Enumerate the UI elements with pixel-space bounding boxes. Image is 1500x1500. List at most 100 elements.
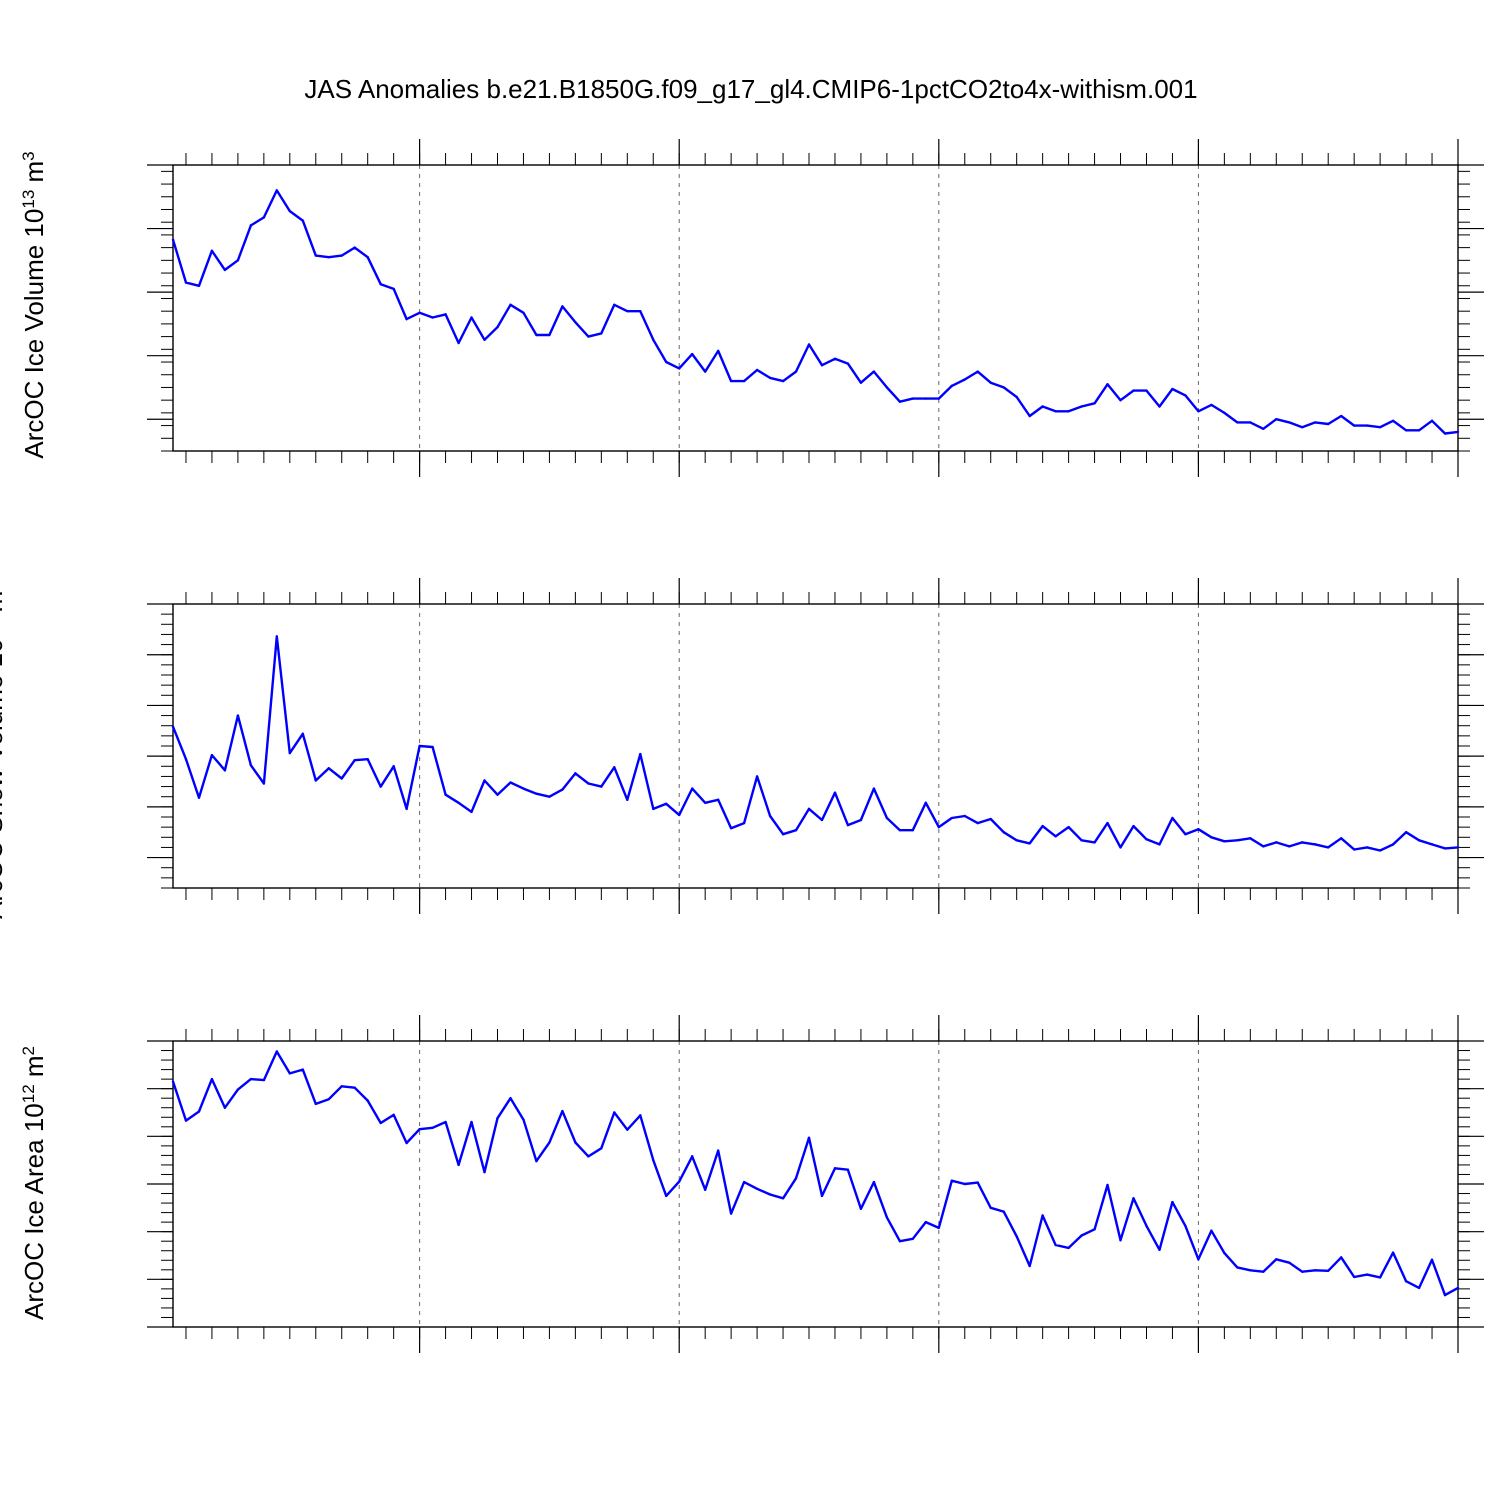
data-point	[379, 282, 382, 286]
data-point	[626, 798, 629, 801]
data-point	[171, 725, 175, 728]
data-point	[1301, 1270, 1304, 1273]
data-point	[249, 1077, 253, 1081]
data-point	[626, 309, 629, 313]
data-point	[301, 732, 304, 736]
y-axis-label-text: m	[19, 1055, 49, 1084]
data-point	[1417, 1286, 1421, 1290]
data-point	[1404, 831, 1408, 834]
data-point	[911, 828, 915, 832]
data-point	[1443, 1293, 1447, 1297]
data-point	[989, 1206, 992, 1210]
y-axis-label-text: m	[19, 161, 49, 190]
data-point	[716, 798, 720, 801]
data-point	[626, 1128, 629, 1131]
data-point	[379, 785, 382, 788]
data-point	[1378, 1276, 1382, 1279]
y-axis-label-exponent: 12	[19, 1084, 38, 1103]
data-point	[768, 1193, 772, 1196]
data-point	[1314, 1269, 1317, 1272]
data-point	[1184, 394, 1187, 397]
data-point	[1301, 425, 1304, 429]
data-point	[184, 1119, 188, 1122]
data-point	[444, 793, 447, 796]
data-point	[1015, 395, 1018, 399]
data-point	[1417, 839, 1421, 842]
data-point	[1015, 1235, 1018, 1238]
data-point	[755, 368, 759, 372]
y-axis-label-text: ArcOC Ice Area 10	[19, 1103, 49, 1320]
data-point	[561, 305, 564, 308]
data-point	[249, 224, 253, 227]
data-point	[1314, 421, 1317, 424]
data-point	[392, 1113, 395, 1117]
data-point	[950, 384, 953, 388]
data-point	[509, 1097, 512, 1100]
data-point	[1093, 1228, 1096, 1231]
data-point	[1145, 389, 1148, 392]
data-point	[1262, 845, 1265, 848]
data-point	[1223, 1251, 1226, 1255]
data-point	[327, 255, 330, 259]
data-point	[184, 281, 188, 284]
y-axis-label-text: ArcOC Ice Volume 10	[19, 209, 49, 459]
data-point	[729, 1212, 733, 1215]
data-point	[1041, 405, 1044, 408]
data-point	[587, 782, 590, 785]
data-point	[392, 765, 395, 768]
data-point	[1443, 432, 1447, 435]
data-point	[781, 379, 785, 383]
data-point	[418, 1127, 421, 1131]
data-point	[1028, 1264, 1031, 1268]
data-point	[340, 254, 343, 257]
data-point	[1171, 387, 1174, 391]
data-point	[288, 209, 292, 213]
data-point	[496, 325, 499, 329]
data-point	[937, 825, 941, 829]
data-point	[1378, 849, 1382, 852]
data-point	[587, 335, 590, 338]
data-point	[340, 1085, 343, 1088]
data-point	[639, 1114, 642, 1117]
data-point	[262, 782, 266, 785]
data-point	[781, 833, 785, 836]
data-point	[197, 1110, 201, 1113]
data-point	[690, 787, 694, 790]
data-point	[1119, 1239, 1122, 1242]
data-point	[405, 807, 408, 811]
data-point	[1249, 837, 1252, 840]
data-point	[1365, 424, 1369, 427]
data-point	[755, 775, 759, 778]
data-point	[418, 744, 421, 748]
y-axis-label-text: ArcOC Snow Volume 10	[0, 638, 8, 918]
data-point	[807, 343, 811, 346]
data-point	[885, 386, 889, 389]
data-point	[768, 814, 772, 818]
data-point	[924, 397, 928, 400]
y-axis-label-exponent: 2	[19, 1046, 38, 1055]
data-point	[794, 1177, 798, 1180]
data-point	[574, 321, 577, 324]
data-point	[846, 1168, 850, 1171]
data-point	[1223, 840, 1226, 843]
data-point	[1223, 411, 1226, 415]
data-point	[1197, 827, 1200, 831]
data-point	[509, 781, 512, 784]
data-point	[1430, 419, 1434, 423]
data-point	[431, 1126, 434, 1129]
data-point	[742, 821, 746, 825]
data-point	[703, 801, 707, 804]
data-point	[665, 1194, 668, 1198]
data-point	[288, 751, 292, 755]
data-point	[1119, 398, 1122, 402]
data-point	[379, 1121, 382, 1125]
data-point	[184, 757, 188, 761]
data-point	[794, 370, 798, 373]
data-point	[522, 1118, 525, 1121]
data-point	[548, 1141, 551, 1144]
series-line	[171, 635, 1459, 852]
data-point	[1158, 1248, 1161, 1251]
data-point	[911, 1237, 915, 1241]
data-point	[1145, 838, 1148, 841]
